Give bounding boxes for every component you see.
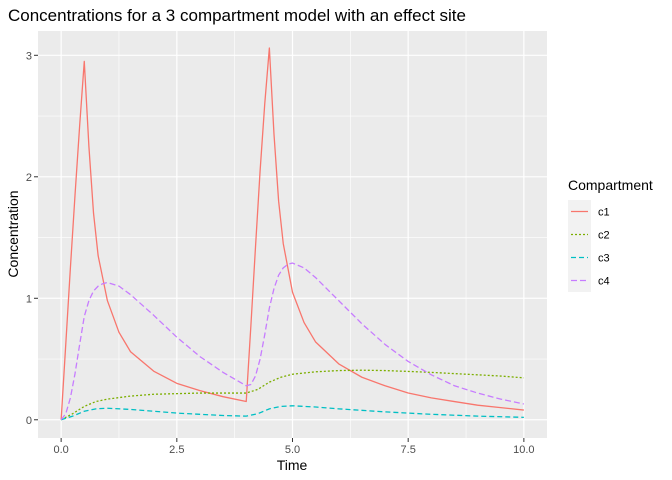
legend: Compartment c1 c2 c3 c4	[568, 177, 653, 292]
x-axis: 0.0 2.5 5.0 7.5 10.0	[53, 438, 535, 456]
y-tick-label: 0	[26, 415, 32, 427]
x-tick-label: 5.0	[285, 444, 300, 456]
x-tick-label: 0.0	[53, 444, 68, 456]
legend-label-c1: c1	[598, 207, 610, 219]
x-tick-label: 10.0	[513, 444, 534, 456]
series-layer	[60, 47, 524, 421]
series-line-c4	[60, 262, 524, 421]
legend-label-c3: c3	[598, 253, 610, 265]
y-tick-label: 3	[26, 50, 32, 62]
grid-major	[38, 31, 547, 438]
y-tick-label: 2	[26, 172, 32, 184]
chart-title: Concentrations for a 3 compartment model…	[8, 6, 466, 25]
legend-label-c4: c4	[598, 276, 610, 288]
y-axis: 0 1 2 3	[26, 50, 38, 427]
x-tick-label: 2.5	[169, 444, 184, 456]
y-tick-label: 1	[26, 293, 32, 305]
legend-title: Compartment	[568, 177, 653, 193]
series-line-c3	[60, 405, 524, 421]
series-line-c1	[60, 47, 524, 420]
y-axis-title: Concentration	[5, 190, 21, 277]
x-tick-label: 7.5	[401, 444, 416, 456]
legend-label-c2: c2	[598, 230, 610, 242]
series-line-c2	[60, 369, 524, 421]
legend-key-c4	[568, 269, 591, 292]
x-axis-title: Time	[277, 457, 308, 473]
